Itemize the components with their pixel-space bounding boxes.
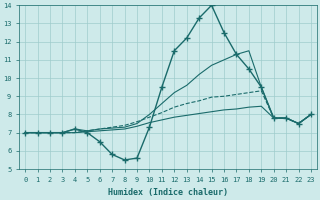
- X-axis label: Humidex (Indice chaleur): Humidex (Indice chaleur): [108, 188, 228, 197]
